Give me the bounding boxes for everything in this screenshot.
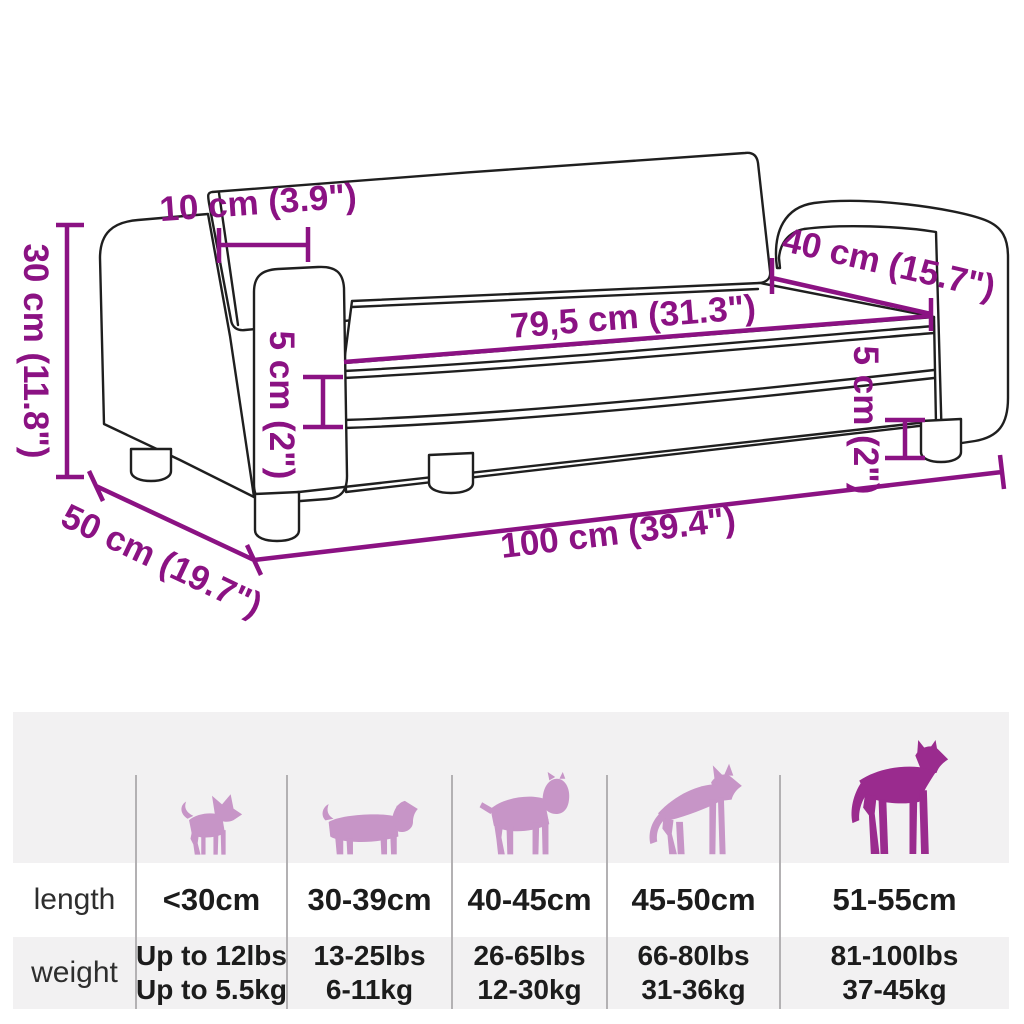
dimension-lines: [56, 222, 1007, 576]
length-value: 45-50cm: [631, 882, 756, 917]
column-divider: [451, 775, 453, 1009]
dimension-label-cushion-right: 5 cm (2"): [846, 346, 885, 495]
bull-terrier-icon: [479, 772, 569, 855]
dimension-label-height: 30 cm (11.8"): [16, 243, 55, 458]
sofa-line-drawing: 10 cm (3.9") 30 cm (11.8") 5 cm (2") 5 c…: [16, 151, 1010, 625]
weight-value: 66-80lbs 31-36kg: [637, 940, 750, 1005]
sofa-backrest: [206, 151, 772, 332]
length-value: 40-45cm: [467, 882, 592, 917]
column-divider: [135, 775, 137, 1009]
dog-icons-row: [13, 712, 1009, 863]
length-row: length <30cm 30-39cm 40-45cm 45-50cm 51-…: [13, 863, 1009, 937]
weight-value: 81-100lbs 37-45kg: [830, 940, 959, 1005]
dimension-label-width: 100 cm (39.4"): [498, 500, 737, 566]
column-divider: [286, 775, 288, 1009]
great-dane-icon: [851, 740, 948, 855]
sofa-leg: [253, 490, 301, 543]
weight-value: Up to 12lbs Up to 5.5kg: [136, 940, 287, 1005]
german-shepherd-icon: [649, 763, 742, 855]
dachshund-icon: [322, 800, 418, 855]
weight-row: weight Up to 12lbs Up to 5.5kg 13-25lbs …: [13, 937, 1009, 1009]
column-divider: [779, 775, 781, 1009]
sofa-armrest-left: [98, 212, 256, 499]
length-value: <30cm: [162, 882, 261, 917]
column-divider: [606, 775, 608, 1009]
weight-row-label: weight: [31, 956, 118, 989]
weight-value: 26-65lbs 12-30kg: [473, 940, 586, 1005]
length-row-label: length: [33, 883, 116, 916]
sofa-armrest-right: [774, 199, 1010, 448]
length-value: 51-55cm: [832, 882, 957, 917]
sofa-leg: [129, 447, 173, 483]
chihuahua-icon: [180, 794, 242, 855]
length-value: 30-39cm: [307, 882, 432, 917]
dog-size-chart: length <30cm 30-39cm 40-45cm 45-50cm 51-…: [13, 712, 1009, 1009]
weight-value: 13-25lbs 6-11kg: [313, 940, 426, 1005]
dimension-label-cushion-left: 5 cm (2"): [262, 331, 301, 480]
sofa-leg: [427, 451, 475, 495]
sofa-leg: [919, 417, 963, 464]
